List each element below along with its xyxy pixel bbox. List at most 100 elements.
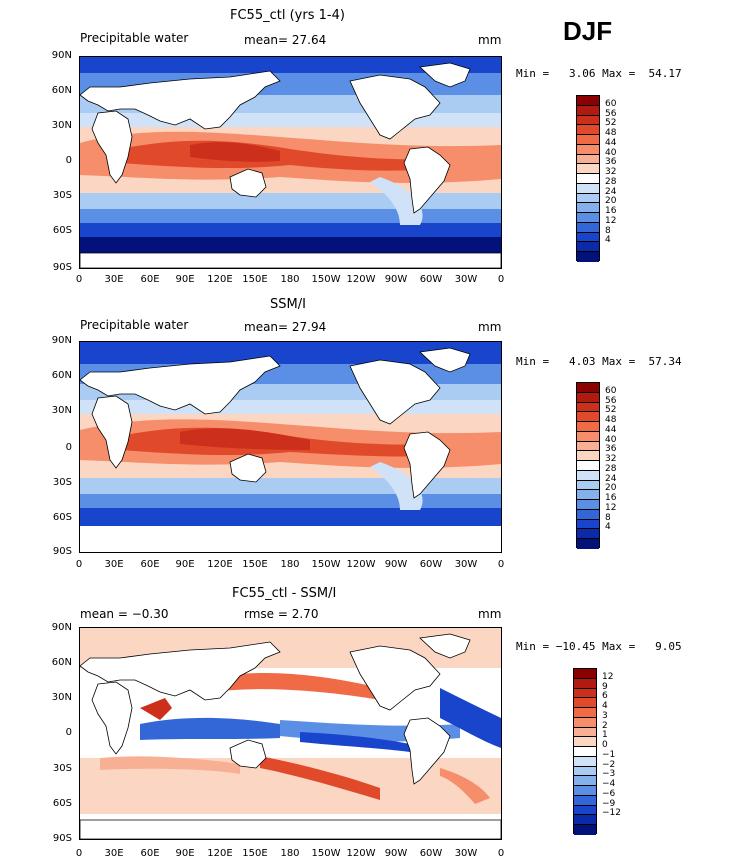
lat-tick: 90N [51,335,72,346]
min-max-readout: Min = 4.03 Max = 57.34 [516,355,682,368]
colorbar-label: 20 [605,483,617,494]
colorbar-label: 16 [605,206,617,217]
lon-tick: 120E [207,274,233,285]
colorbar-label: 60 [605,385,617,396]
lat-tick: 30S [52,763,72,774]
lon-tick: 60E [140,274,160,285]
panel-unit: mm [478,607,502,621]
colorbar-swatch [577,422,599,432]
lon-tick: 60W [419,848,443,859]
lat-tick: 30S [52,190,72,201]
colorbar-swatch [577,96,599,106]
colorbar-label: 4 [602,701,608,712]
min-max-readout: Min = −10.45 Max = 9.05 [516,640,682,653]
colorbar-swatch [574,708,596,718]
lon-tick: 0 [75,848,83,859]
colorbar-swatch [577,232,599,243]
colorbar-label: 9 [602,681,608,692]
colorbar-label: 12 [602,671,614,682]
panel-left-label: Precipitable water [80,31,189,45]
lon-tick: 120E [207,848,233,859]
colorbar-label: 4 [605,235,611,246]
colorbar-swatch [577,174,599,184]
colorbar-swatch [577,144,599,155]
panel-left-label: mean = −0.30 [80,607,169,621]
colorbar-swatch [577,539,599,549]
lon-tick: 90W [384,848,408,859]
lat-tick: 60N [51,370,72,381]
colorbar-swatch [577,431,599,442]
colorbar-swatch [577,412,599,422]
lon-tick: 60E [140,848,160,859]
colorbar-swatch [577,490,599,500]
colorbar-label: 16 [605,493,617,504]
colorbar-swatch [574,688,596,699]
colorbar-swatch [574,756,596,767]
lon-tick: 0 [75,559,83,570]
colorbar-label: −3 [602,769,616,780]
colorbar-label: 44 [605,137,617,148]
colorbar-swatch [577,242,599,252]
colorbar-swatch [574,737,596,747]
colorbar-swatch [577,105,599,116]
panel-title: SSM/I [270,297,306,312]
colorbar-label: −2 [602,759,616,770]
colorbar-label: 28 [605,176,617,187]
colorbar-label: −1 [602,749,616,760]
colorbar-label: 48 [605,128,617,139]
colorbar-label: 56 [605,395,617,406]
panel-left-label: Precipitable water [80,318,189,332]
map-plot [79,56,502,269]
min-max-readout: Min = 3.06 Max = 54.17 [516,67,682,80]
lat-tick: 60S [52,512,72,523]
panel-mean-label: mean= 27.64 [244,33,327,47]
lon-tick: 150E [242,848,268,859]
lon-tick: 60E [140,559,160,570]
lon-tick: 30E [104,559,124,570]
lon-tick: 90E [175,848,195,859]
colorbar-label: 52 [605,118,617,129]
precipitable-water-field [80,57,501,268]
colorbar-label: 52 [605,405,617,416]
colorbar-label: 12 [605,215,617,226]
panel-unit: mm [478,320,502,334]
colorbar-label: 40 [605,434,617,445]
season-label: DJF [563,16,613,46]
colorbar-swatch [577,509,599,520]
colorbar-label: 4 [605,522,611,533]
panel-mean-label: mean= 27.94 [244,320,327,334]
lon-tick: 90E [175,274,195,285]
panel-rmse-label: rmse = 2.70 [244,607,319,621]
colorbar-swatch [577,183,599,194]
colorbar-label: −4 [602,779,616,790]
lon-tick: 30E [104,274,124,285]
colorbar-label: −12 [602,808,621,819]
colorbar-label: 56 [605,108,617,119]
panel-title: FC55_ctl - SSM/I [232,586,337,601]
colorbar-label: 44 [605,424,617,435]
lon-tick: 30W [454,274,478,285]
lon-tick: 150W [311,274,341,285]
colorbar-label: 2 [602,720,608,731]
colorbar-swatch [577,213,599,223]
colorbar-swatch [577,135,599,145]
lon-tick: 180 [280,848,300,859]
colorbar-label: 32 [605,167,617,178]
map-plot [79,627,502,840]
lon-tick: 150E [242,274,268,285]
colorbar-swatch [574,698,596,708]
colorbar-swatch [577,470,599,481]
lon-tick: 0 [497,559,505,570]
colorbar [576,382,600,549]
lon-tick: 120E [207,559,233,570]
lon-tick: 150W [311,848,341,859]
colorbar-swatch [574,747,596,757]
lat-tick: 60S [52,225,72,236]
lon-tick: 60W [419,274,443,285]
colorbar-label: 24 [605,186,617,197]
colorbar-swatch [577,193,599,204]
colorbar-swatch [574,805,596,816]
colorbar-swatch [577,115,599,126]
colorbar-label: 40 [605,147,617,158]
colorbar-swatch [577,252,599,262]
